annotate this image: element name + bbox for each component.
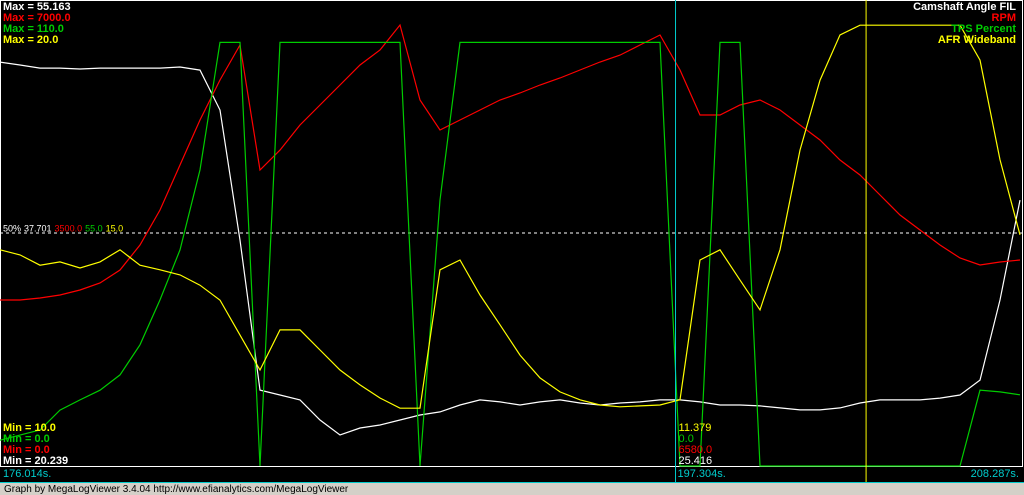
min-label: Min = 20.239	[3, 455, 68, 467]
max-label: Max = 20.0	[3, 34, 58, 46]
legend-entry: Camshaft Angle FIL	[913, 1, 1016, 13]
footer-bar	[0, 483, 1024, 495]
series-line	[0, 23, 1021, 301]
midline-label: 15.0	[106, 223, 124, 233]
max-label: Max = 7000.0	[3, 12, 71, 24]
legend-entry: RPM	[992, 12, 1016, 24]
midline-label: 55.0	[85, 223, 103, 233]
min-label: Min = 0.0	[3, 444, 50, 456]
max-label: Max = 55.163	[3, 1, 71, 13]
series-line	[0, 24, 1021, 409]
midline-label: 50%	[3, 223, 21, 233]
footer: Graph by MegaLogViewer 3.4.04 http://www…	[4, 484, 349, 495]
cursor-value: 11.379	[679, 422, 712, 434]
min-label: Min = 10.0	[3, 422, 56, 434]
cursor-label: 197.304s.	[678, 468, 726, 480]
x-start-label: 176.014s.	[3, 468, 51, 480]
legend-entry: AFR Wideband	[938, 34, 1016, 46]
series-line	[0, 61, 1021, 436]
cursor-value: 6580.0	[679, 444, 713, 456]
max-label: Max = 110.0	[3, 23, 64, 35]
midline-label: 3500.0	[55, 223, 83, 233]
x-end-label: 208.287s.	[971, 468, 1019, 480]
legend-entry: TPS Percent	[951, 23, 1016, 35]
cursor-value: 0.0	[679, 433, 694, 445]
min-label: Min = 0.0	[3, 433, 50, 445]
series-line	[0, 41, 1021, 467]
midline-label: 37.701	[24, 223, 52, 233]
cursor-value: 25.416	[679, 455, 713, 467]
